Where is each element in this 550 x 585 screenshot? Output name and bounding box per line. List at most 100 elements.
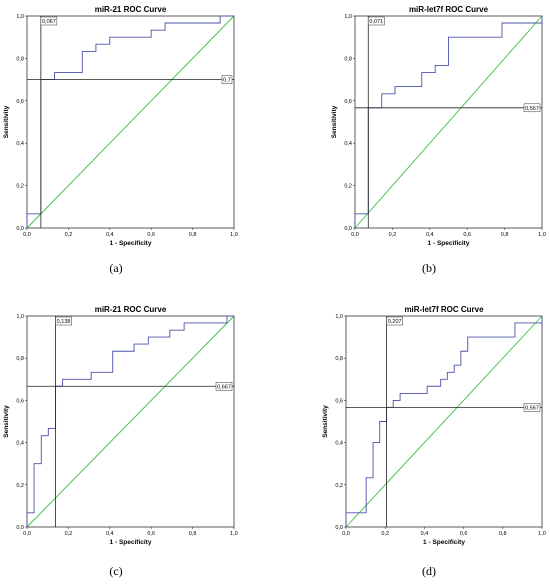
- y-tick-label: 0,2: [335, 483, 343, 489]
- roc-curve-line: [26, 315, 234, 527]
- label-box-frame: [523, 403, 541, 412]
- x-tick-label: 0,2: [381, 531, 389, 537]
- cutoff-x-label: 0,071: [369, 19, 383, 25]
- y-tick-label: 0,4: [344, 141, 352, 147]
- y-tick-label: 0,2: [344, 184, 352, 190]
- label-box-frame: [40, 16, 58, 26]
- label-box-frame: [215, 382, 233, 391]
- x-tick-label: 0,6: [460, 531, 468, 537]
- label-box-frame: [221, 75, 233, 84]
- chart-title: miR-let7f ROC Curve: [404, 305, 484, 314]
- reference-diagonal-line: [26, 15, 235, 229]
- y-tick-label: 1,0: [344, 14, 352, 20]
- y-tick-label: 0,8: [16, 356, 24, 362]
- x-tick-label: 0,0: [351, 232, 359, 238]
- cutoff-y-label-box: 0,567: [523, 103, 541, 113]
- y-tick-label: 0,0: [16, 525, 24, 531]
- cutoff-y-label: 0,567: [525, 106, 539, 112]
- roc-panel-4: miR-let7f ROC Curve 0,0 0,2 0,4 0,6 0,8 1,0 0,0…: [322, 305, 546, 578]
- y-tick-label: 0,4: [16, 441, 24, 447]
- cutoff-x-label: 0,067: [42, 19, 56, 25]
- label-box-frame: [368, 16, 385, 26]
- x-tick-label: 0,4: [421, 531, 429, 537]
- y-tick-label: 0,0: [344, 226, 352, 232]
- y-axis-label: Sensitivity: [3, 405, 10, 438]
- cutoff-x-label-box: 0,207: [386, 316, 403, 326]
- x-tick-label: 0,2: [389, 232, 397, 238]
- chart-title: miR-21 ROC Curve: [95, 5, 167, 14]
- y-tick-label: 0,6: [344, 99, 352, 105]
- plot-frame: [26, 315, 235, 528]
- cutoff-x-label-box: 0,071: [368, 16, 385, 26]
- y-tick-label: 0,0: [335, 525, 343, 531]
- cutoff-y-label-box: 0,667: [215, 382, 233, 391]
- panel-label: (b): [422, 261, 436, 275]
- x-tick-label: 1,0: [538, 232, 546, 238]
- x-tick-label: 0,8: [501, 232, 509, 238]
- x-tick-label: 0,4: [106, 232, 114, 238]
- plot-frame: [345, 315, 543, 528]
- x-axis-label: 1 - Specificity: [110, 240, 152, 247]
- reference-diagonal-line: [345, 315, 543, 528]
- x-axis-label: 1 - Specificity: [428, 240, 470, 247]
- x-tick-label: 1,0: [230, 531, 238, 537]
- plot-frame: [26, 15, 235, 229]
- y-tick-label: 0,4: [335, 441, 343, 447]
- x-tick-label: 0,0: [342, 531, 350, 537]
- cutoff-y-label-box: 0,7: [221, 75, 233, 84]
- cutoff-y-label: 0,667: [217, 384, 231, 390]
- y-tick-label: 1,0: [16, 314, 24, 320]
- chart-title: miR-21 ROC Curve: [95, 305, 167, 314]
- y-tick-label: 0,2: [16, 483, 24, 489]
- chart-title: miR-let7f ROC Curve: [409, 5, 489, 14]
- cutoff-y-label: 0,567: [525, 405, 539, 411]
- y-tick-label: 0,8: [344, 56, 352, 62]
- x-tick-label: 0,8: [189, 232, 197, 238]
- x-axis-label: 1 - Specificity: [423, 539, 465, 546]
- x-tick-label: 0,6: [147, 531, 155, 537]
- cutoff-x-label: 0,138: [57, 319, 71, 325]
- y-axis-label: Sensitivity: [3, 105, 10, 138]
- panel-label: (a): [109, 261, 122, 275]
- label-box-frame: [523, 103, 541, 113]
- reference-diagonal-line: [354, 15, 543, 229]
- roc-panel-3: miR-21 ROC Curve 0,0 0,2 0,4 0,6 0,8 1,0 0,0 0,2…: [3, 305, 238, 578]
- cutoff-y-label-box: 0,567: [523, 403, 541, 412]
- y-tick-label: 0,2: [16, 184, 24, 190]
- roc-panel-2: miR-let7f ROC Curve 0,0 0,2 0,4 0,6 0,8 1,0 0,0…: [331, 5, 546, 275]
- x-axis-label: 1 - Specificity: [110, 539, 152, 546]
- x-tick-label: 0,0: [23, 531, 31, 537]
- x-tick-label: 0,2: [65, 232, 73, 238]
- panel-label: (c): [109, 564, 122, 578]
- y-axis-label: Sensitivity: [331, 105, 338, 138]
- x-tick-label: 1,0: [538, 531, 546, 537]
- y-tick-label: 0,0: [16, 226, 24, 232]
- x-tick-label: 1,0: [230, 232, 238, 238]
- label-box-frame: [55, 316, 72, 326]
- x-tick-label: 0,0: [23, 232, 31, 238]
- cutoff-y-label: 0,7: [223, 78, 231, 84]
- x-tick-label: 0,2: [65, 531, 73, 537]
- reference-diagonal-line: [26, 315, 235, 528]
- y-axis-label: Sensitivity: [322, 405, 329, 438]
- y-tick-label: 1,0: [16, 14, 24, 20]
- panel-label: (d): [422, 564, 436, 578]
- cutoff-x-label: 0,207: [388, 319, 402, 325]
- x-tick-label: 0,8: [189, 531, 197, 537]
- cutoff-x-label-box: 0,067: [40, 16, 58, 26]
- x-tick-label: 0,6: [147, 232, 155, 238]
- y-tick-label: 0,6: [16, 99, 24, 105]
- x-tick-label: 0,8: [499, 531, 507, 537]
- x-tick-label: 0,6: [463, 232, 471, 238]
- y-tick-label: 0,8: [16, 56, 24, 62]
- y-tick-label: 0,8: [335, 356, 343, 362]
- roc-curve-line: [345, 316, 543, 527]
- x-tick-label: 0,4: [426, 232, 434, 238]
- x-tick-label: 0,4: [106, 531, 114, 537]
- y-tick-label: 0,4: [16, 141, 24, 147]
- y-tick-label: 0,6: [335, 398, 343, 404]
- label-box-frame: [386, 316, 403, 326]
- roc-panel-1: miR-21 ROC Curve 0,0 0,2 0,4 0,6 0,8 1,0 0,0 0,2…: [3, 5, 238, 275]
- plot-frame: [354, 15, 543, 229]
